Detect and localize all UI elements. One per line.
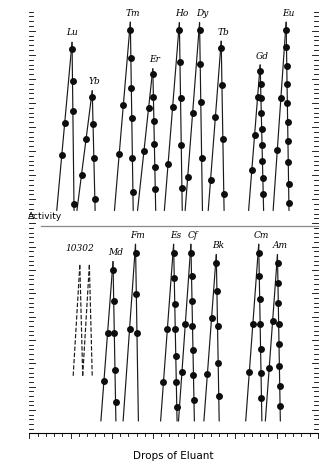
- Text: Es: Es: [170, 231, 182, 240]
- Text: Lu: Lu: [66, 28, 78, 38]
- Text: Er: Er: [149, 55, 160, 64]
- Text: Cf: Cf: [188, 231, 198, 240]
- Text: Yb: Yb: [88, 77, 100, 86]
- Text: Tb: Tb: [217, 27, 229, 37]
- Text: 10302: 10302: [66, 244, 94, 252]
- Text: Ho: Ho: [175, 9, 188, 18]
- Text: Fm: Fm: [130, 231, 145, 240]
- Text: Eu: Eu: [282, 8, 294, 18]
- Text: Activity: Activity: [28, 212, 62, 221]
- Text: Bk: Bk: [213, 241, 225, 250]
- Text: Cm: Cm: [253, 231, 269, 240]
- Text: Tm: Tm: [125, 9, 140, 18]
- Text: Gd: Gd: [256, 52, 269, 61]
- Text: Drops of Eluant: Drops of Eluant: [133, 451, 214, 461]
- Text: Dy: Dy: [196, 9, 208, 18]
- Text: Md: Md: [108, 248, 123, 257]
- Text: Am: Am: [272, 241, 287, 250]
